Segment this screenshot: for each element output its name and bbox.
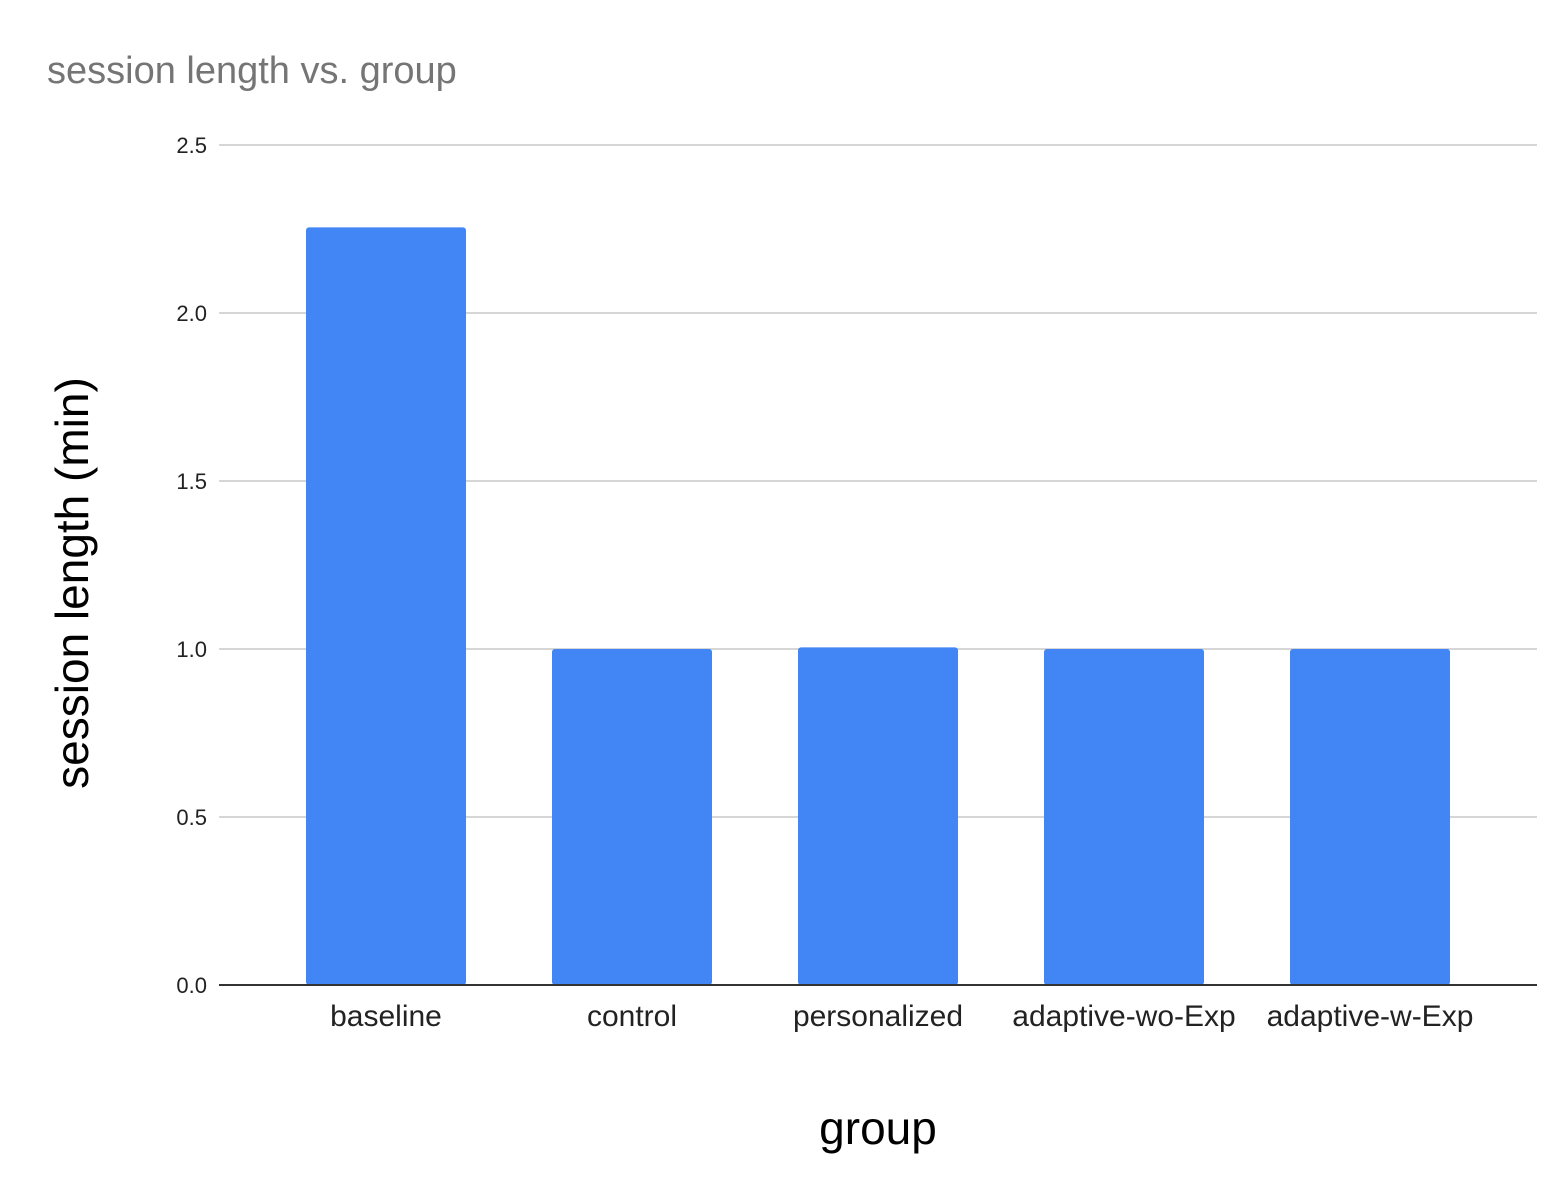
x-category-label: adaptive-wo-Exp [1012, 1000, 1235, 1033]
y-axis-ticks: 0.0 0.5 1.0 1.5 2.0 2.5 [176, 133, 207, 998]
y-tick-label: 2.5 [176, 133, 207, 158]
x-category-label: personalized [793, 1000, 963, 1033]
bar-adaptive-wo-Exp [1044, 649, 1204, 985]
bar-personalized [798, 647, 958, 985]
x-category-label: baseline [330, 1000, 442, 1033]
y-tick-label: 1.5 [176, 469, 207, 494]
y-tick-label: 2.0 [176, 301, 207, 326]
chart-title: session length vs. group [47, 50, 457, 92]
x-axis-title: group [819, 1102, 937, 1154]
x-category-label: control [587, 1000, 677, 1033]
y-axis-title: session length (min) [46, 377, 98, 789]
y-tick-label: 0.5 [176, 805, 207, 830]
bar-baseline [306, 227, 466, 985]
bars [306, 227, 1450, 985]
x-category-label: adaptive-w-Exp [1267, 1000, 1474, 1033]
bar-control [552, 649, 712, 985]
y-tick-label: 0.0 [176, 973, 207, 998]
bar-adaptive-w-Exp [1290, 649, 1450, 985]
y-tick-label: 1.0 [176, 637, 207, 662]
x-axis-category-labels: baseline control personalized adaptive-wo-E… [330, 1000, 1473, 1033]
